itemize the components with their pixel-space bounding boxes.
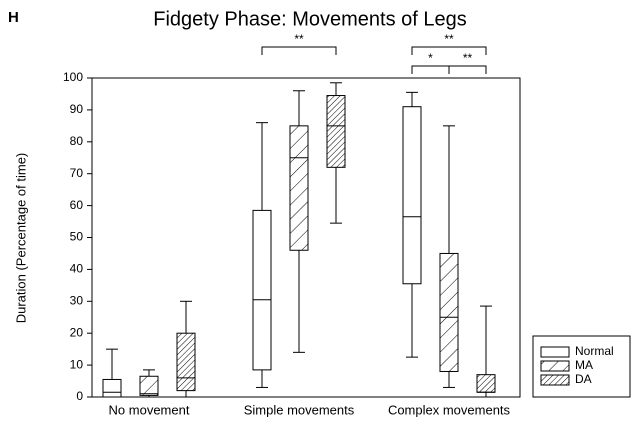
significance-label: ** xyxy=(444,32,454,46)
x-tick-label: Simple movements xyxy=(244,402,355,417)
x-tick-label: No movement xyxy=(109,402,190,417)
box xyxy=(176,332,196,392)
y-tick-label: 50 xyxy=(70,230,84,244)
y-tick-label: 70 xyxy=(70,166,84,180)
legend-swatch xyxy=(540,346,570,358)
significance-bracket xyxy=(261,46,337,55)
significance-label: ** xyxy=(294,32,304,46)
box xyxy=(402,106,422,285)
significance-bracket xyxy=(448,65,487,74)
box xyxy=(476,374,496,393)
y-tick-label: 80 xyxy=(70,134,84,148)
significance-label: ** xyxy=(463,51,473,65)
y-tick-label: 60 xyxy=(70,198,84,212)
legend-swatch xyxy=(540,360,570,372)
panel-label: H xyxy=(8,9,19,26)
significance-bracket xyxy=(411,46,487,55)
y-tick-label: 40 xyxy=(70,262,84,276)
significance-label: * xyxy=(428,51,433,65)
chart-title: Fidgety Phase: Movements of Legs xyxy=(153,8,467,30)
y-tick-label: 10 xyxy=(70,357,84,371)
legend-swatch xyxy=(540,374,570,386)
y-tick-label: 20 xyxy=(70,325,84,339)
legend-label: DA xyxy=(575,372,592,386)
box xyxy=(439,252,459,372)
y-tick-label: 100 xyxy=(63,70,83,84)
legend-label: MA xyxy=(575,358,593,372)
box xyxy=(102,378,122,398)
y-axis-label: Duration (Percentage of time) xyxy=(13,153,28,324)
legend-label: Normal xyxy=(575,344,614,358)
y-tick-label: 30 xyxy=(70,293,84,307)
box xyxy=(326,95,346,168)
x-tick-label: Complex movements xyxy=(388,402,511,417)
box xyxy=(252,209,272,371)
box xyxy=(289,125,309,251)
box xyxy=(139,375,159,396)
y-tick-label: 0 xyxy=(76,389,83,403)
y-tick-label: 90 xyxy=(70,102,84,116)
